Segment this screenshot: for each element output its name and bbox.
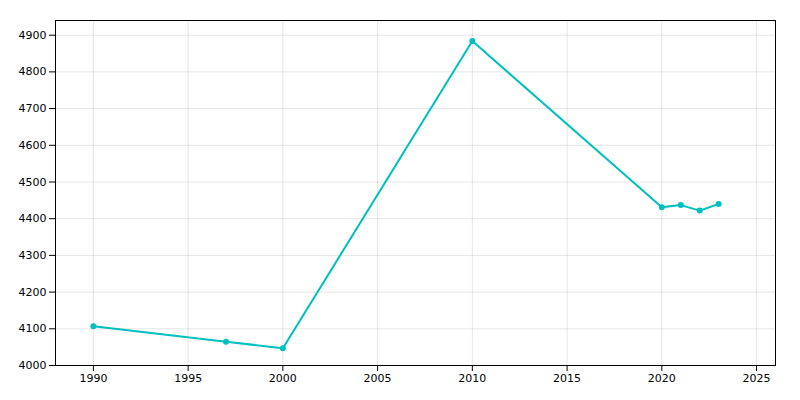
svg-text:4300: 4300: [19, 249, 47, 262]
svg-text:2020: 2020: [648, 372, 676, 385]
svg-text:2000: 2000: [269, 372, 297, 385]
svg-text:4500: 4500: [19, 176, 47, 189]
svg-text:2010: 2010: [458, 372, 486, 385]
svg-text:2025: 2025: [743, 372, 771, 385]
svg-text:2015: 2015: [553, 372, 581, 385]
svg-text:4200: 4200: [19, 286, 47, 299]
svg-text:2005: 2005: [364, 372, 392, 385]
svg-text:4600: 4600: [19, 139, 47, 152]
svg-text:4000: 4000: [19, 359, 47, 372]
svg-text:4100: 4100: [19, 322, 47, 335]
svg-text:1990: 1990: [79, 372, 107, 385]
svg-text:4700: 4700: [19, 102, 47, 115]
svg-text:4900: 4900: [19, 29, 47, 42]
svg-text:4800: 4800: [19, 65, 47, 78]
svg-text:4400: 4400: [19, 212, 47, 225]
svg-text:1995: 1995: [174, 372, 202, 385]
